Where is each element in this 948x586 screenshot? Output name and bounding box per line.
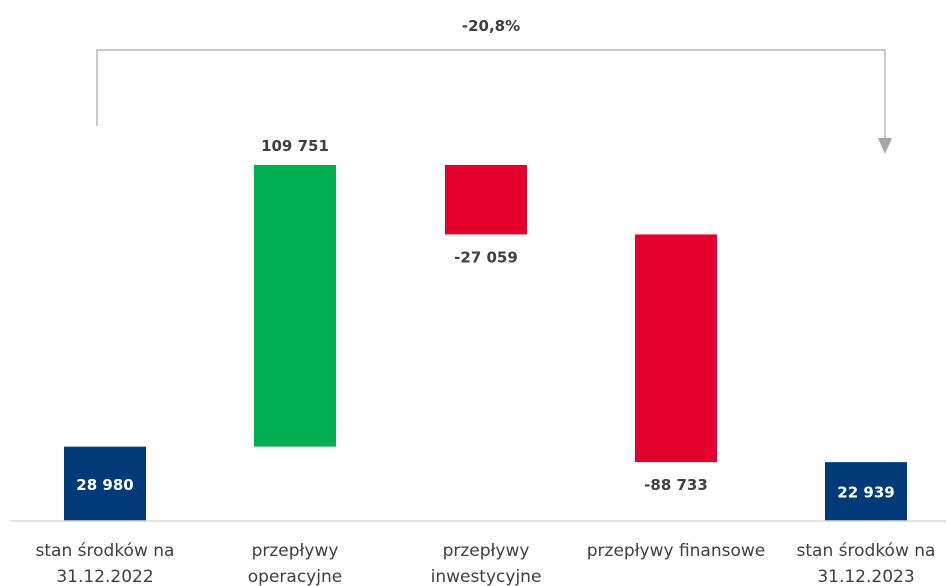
data-label-2: 109 751 [261, 137, 329, 155]
data-label-5: 22 939 [837, 484, 894, 502]
data-label-1: 28 980 [76, 476, 133, 494]
bars-group: 28 980 109 751 -27 059 -88 733 22 939 [64, 137, 907, 521]
data-label-3: -27 059 [454, 248, 518, 266]
change-annotation: -20,8% [462, 17, 520, 35]
category-labels: stan środków na 31.12.2022 przepływy operac… [36, 541, 936, 586]
category-label-3: przepływy inwestycyjne [431, 541, 542, 586]
bar-3 [445, 165, 527, 235]
change-bracket [96, 49, 892, 154]
category-label-1: stan środków na 31.12.2022 [36, 541, 175, 586]
category-label-2: przepływy operacyjne [248, 541, 342, 586]
data-label-4: -88 733 [644, 476, 708, 494]
bar-2 [254, 165, 336, 447]
bracket-arrowhead [878, 138, 892, 154]
category-label-5: stan środków na 31.12.2023 [797, 541, 936, 586]
category-label-4: przepływy finansowe [587, 541, 766, 561]
bar-1 [64, 446, 146, 521]
bracket-line [96, 49, 886, 138]
bar-5 [825, 462, 907, 521]
bar-4 [635, 234, 717, 463]
